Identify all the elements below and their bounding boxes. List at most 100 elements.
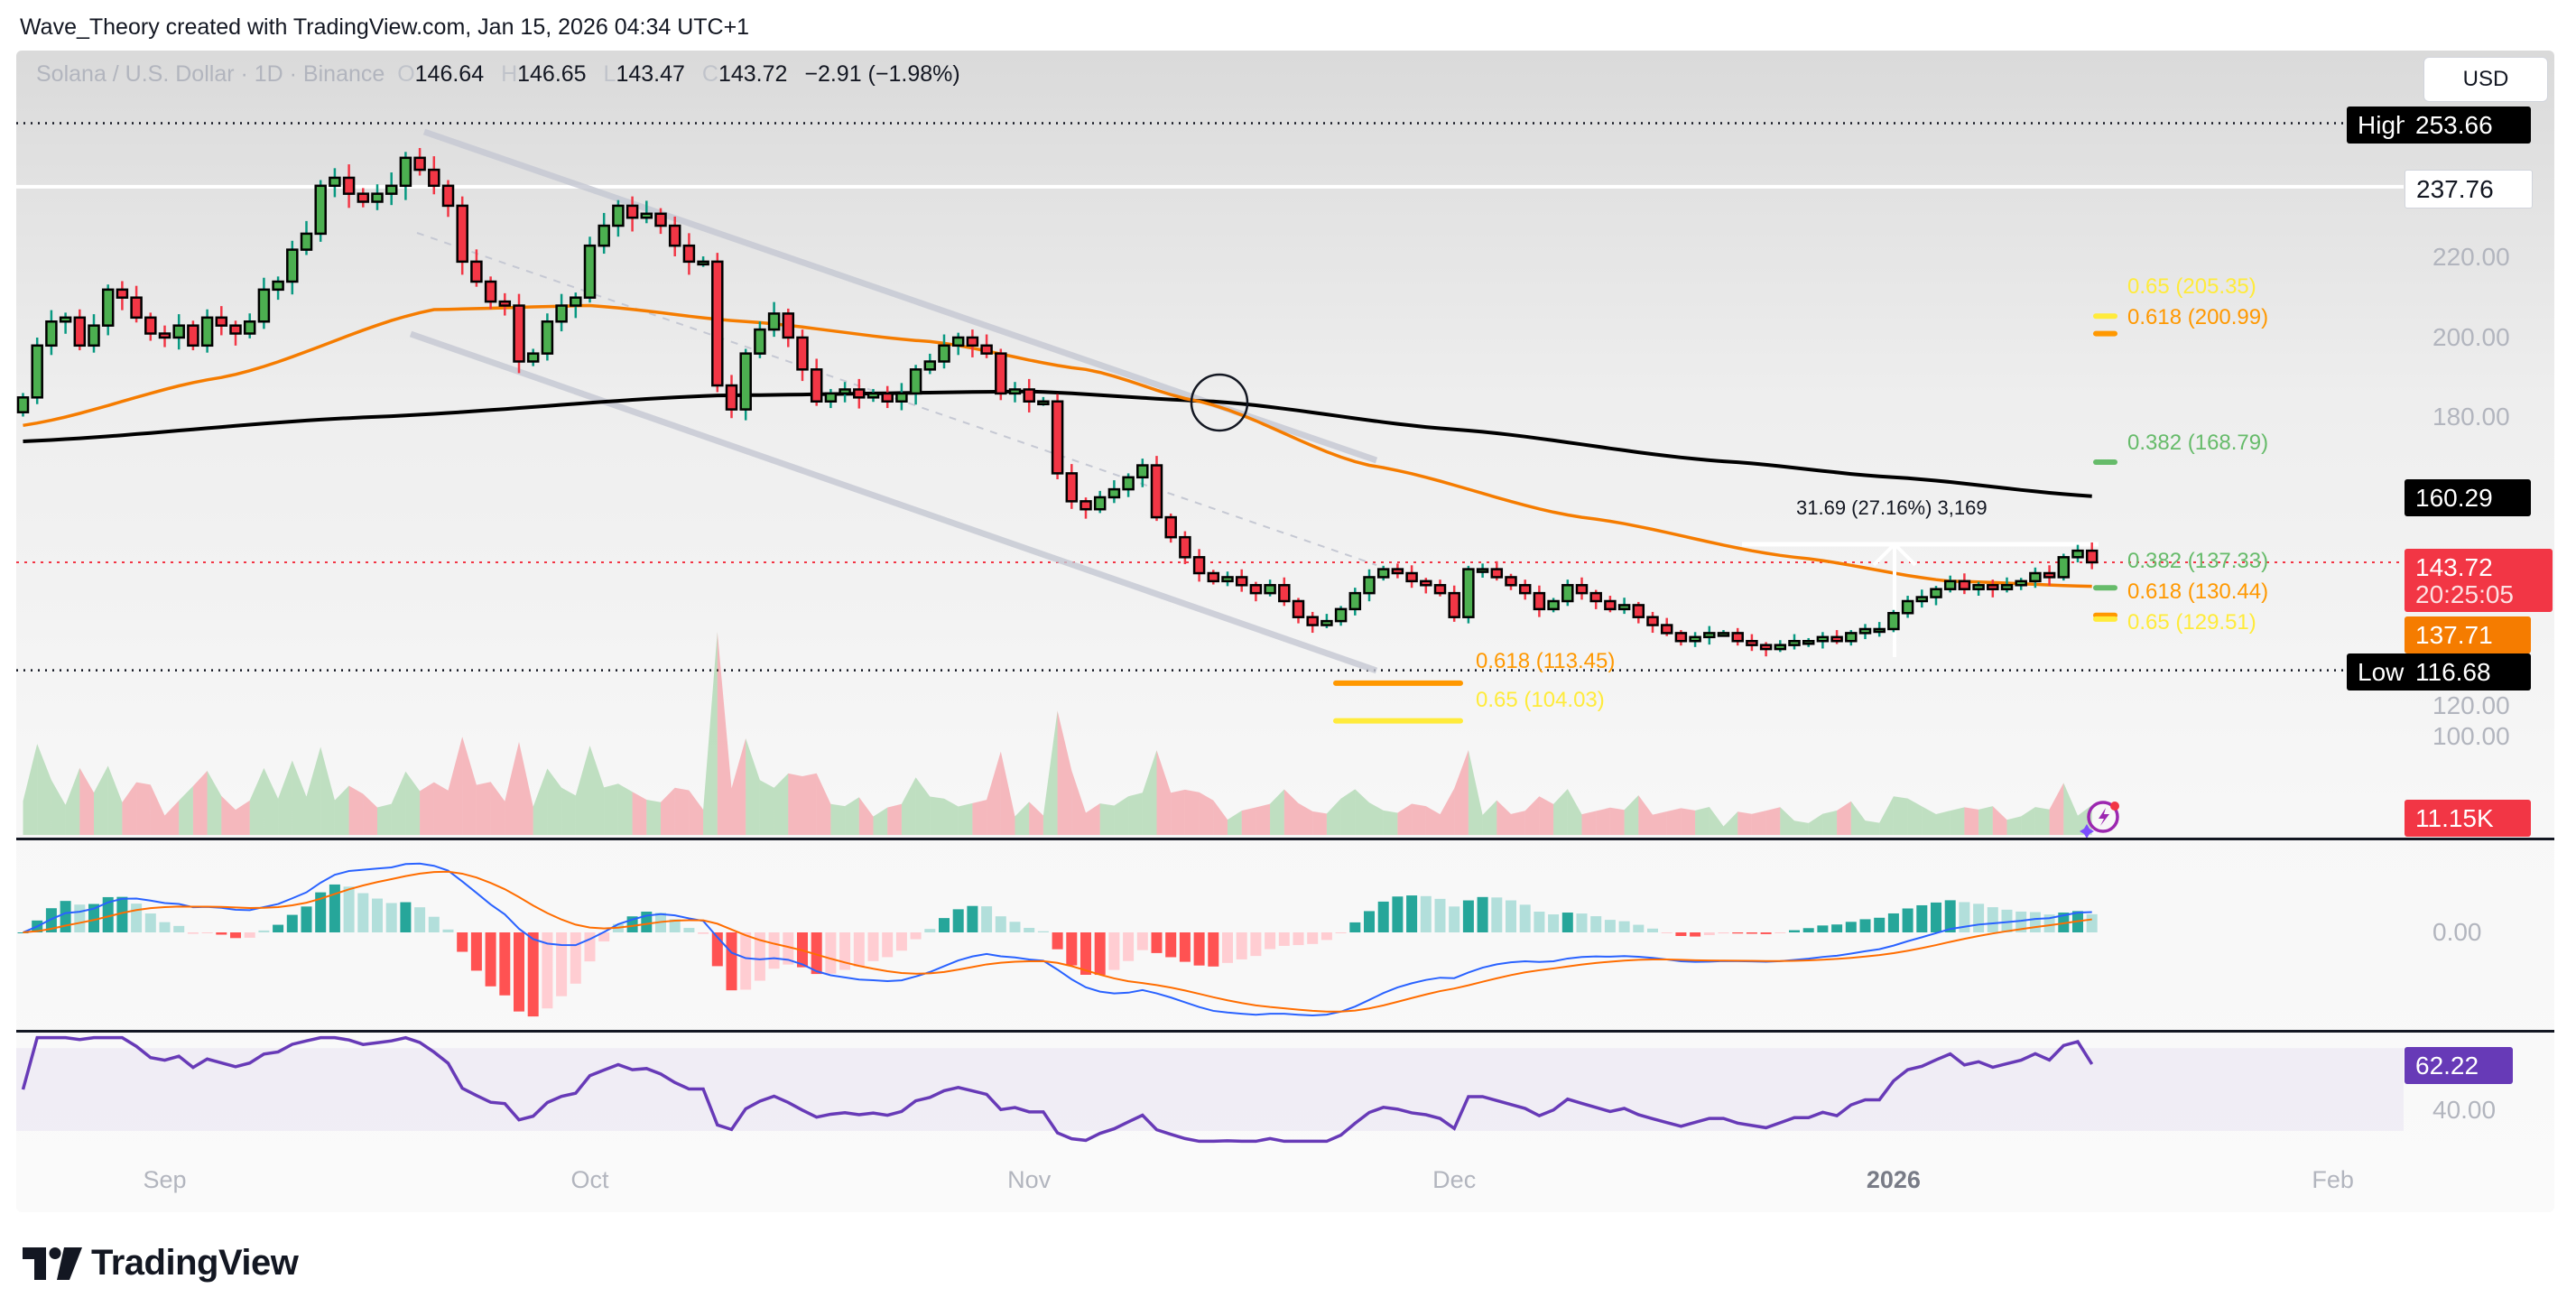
candle-body: [555, 304, 568, 323]
chart-area[interactable]: [16, 51, 2554, 1212]
macd-histogram-bar: [1732, 932, 1744, 934]
close-value: 143.72: [718, 61, 788, 87]
volume-area-segment: [632, 792, 647, 835]
volume-area-segment: [1922, 806, 1936, 835]
macd-histogram-bar: [187, 932, 199, 934]
tradingview-logo[interactable]: TradingView: [23, 1243, 299, 1284]
channel-lower-line: [409, 330, 1378, 674]
macd-histogram-bar: [698, 932, 709, 934]
candle-body: [1405, 571, 1418, 583]
volume-area-segment: [1184, 789, 1200, 835]
volume-area-segment: [858, 797, 874, 835]
volume-area-segment: [915, 777, 931, 835]
candle-body: [116, 288, 129, 299]
volume-area-segment: [320, 746, 335, 835]
macd-histogram-bar: [811, 932, 822, 975]
pane-separator[interactable]: [16, 1030, 2554, 1033]
candle-body: [1858, 627, 1872, 635]
candle-body: [1391, 568, 1404, 575]
macd-histogram-bar: [216, 932, 227, 935]
macd-histogram-bar: [1377, 901, 1389, 932]
low-value: 143.47: [616, 61, 685, 87]
volume-area-segment: [604, 783, 618, 835]
macd-histogram-bar: [1420, 895, 1432, 932]
macd-histogram-bar: [74, 904, 86, 932]
candle-body: [1943, 579, 1957, 590]
candle-body: [1915, 596, 1929, 603]
volume-area-segment: [1511, 811, 1525, 835]
candle-body: [1674, 632, 1688, 643]
macd-histogram-bar: [669, 919, 681, 932]
macd-histogram-bar: [1944, 900, 1956, 932]
assistant-icon-dot: [2110, 802, 2119, 811]
macd-histogram-bar: [1590, 916, 1602, 932]
fib-label: 0.65 (205.35): [2127, 274, 2256, 299]
candle-body: [1235, 576, 1248, 587]
fib-label: 0.382 (168.79): [2127, 431, 2269, 455]
time-axis-label: Oct: [570, 1166, 609, 1193]
candle-body: [1278, 584, 1291, 603]
candle-body: [824, 392, 838, 403]
macd-histogram-bar: [258, 930, 270, 932]
candle-body: [1575, 584, 1589, 595]
volume-area-segment: [1171, 789, 1185, 835]
volume-area-segment: [391, 771, 406, 835]
macd-histogram-bar: [1307, 932, 1319, 944]
countdown-timer: 20:25:05: [2415, 580, 2514, 608]
volume-area-segment: [944, 798, 959, 835]
candle-body: [484, 280, 497, 303]
volume-area-segment: [1553, 789, 1568, 835]
volume-area-segment: [689, 790, 704, 835]
volume-area-segment: [490, 782, 505, 835]
macd-histogram-bar: [244, 932, 255, 938]
volume-area-segment: [164, 800, 180, 835]
change-value: −2.91 (−1.98%): [804, 61, 960, 87]
macd-histogram-bar: [1434, 898, 1446, 932]
candle-body: [88, 324, 100, 348]
macd-histogram-bar: [1265, 932, 1276, 950]
macd-histogram-bar: [131, 904, 143, 932]
macd-histogram-bar: [1576, 913, 1588, 932]
volume-area-segment: [363, 793, 377, 835]
macd-histogram-bar: [1519, 904, 1531, 932]
macd-histogram-bar: [470, 932, 482, 971]
macd-histogram-bar: [1094, 932, 1106, 976]
volume-area-segment: [1539, 796, 1554, 835]
macd-histogram-bar: [1208, 932, 1219, 967]
macd-histogram-bar: [1959, 902, 1970, 932]
candle-body: [1292, 599, 1305, 618]
macd-histogram-bar: [273, 924, 284, 932]
volume-area-segment: [1099, 803, 1115, 835]
volume-area-segment: [717, 632, 732, 835]
macd-histogram-bar: [853, 932, 865, 967]
volume-area-segment: [1142, 750, 1157, 835]
macd-histogram-bar: [385, 903, 397, 932]
volume-area-segment: [589, 746, 605, 835]
pane-separator[interactable]: [16, 838, 2554, 840]
macd-histogram-bar: [598, 932, 610, 942]
candle-body: [1518, 584, 1532, 595]
macd-histogram-bar: [1193, 932, 1205, 966]
macd-histogram-bar: [740, 932, 752, 990]
volume-area-segment: [1524, 796, 1540, 835]
macd-histogram-bar: [1449, 906, 1460, 932]
open-key: O: [397, 61, 415, 87]
volume-area-segment: [420, 782, 434, 835]
candle-body: [739, 352, 752, 411]
volume-area-segment: [2006, 816, 2022, 835]
candle-body: [73, 316, 87, 348]
macd-histogram-bar: [1349, 922, 1361, 932]
volume-area-segment: [1695, 807, 1710, 835]
candle-body: [1037, 400, 1050, 405]
candle-body: [257, 288, 271, 323]
macd-histogram-bar: [2015, 911, 2027, 932]
candle-body: [612, 204, 625, 227]
volume-area-segment: [1624, 795, 1639, 835]
volume-area-segment: [1879, 796, 1894, 835]
candle-body: [1363, 576, 1376, 595]
macd-histogram-bar: [144, 913, 156, 932]
macd-histogram-bar: [116, 896, 128, 932]
macd-histogram-bar: [939, 918, 950, 932]
currency-button[interactable]: USD: [2423, 57, 2548, 102]
